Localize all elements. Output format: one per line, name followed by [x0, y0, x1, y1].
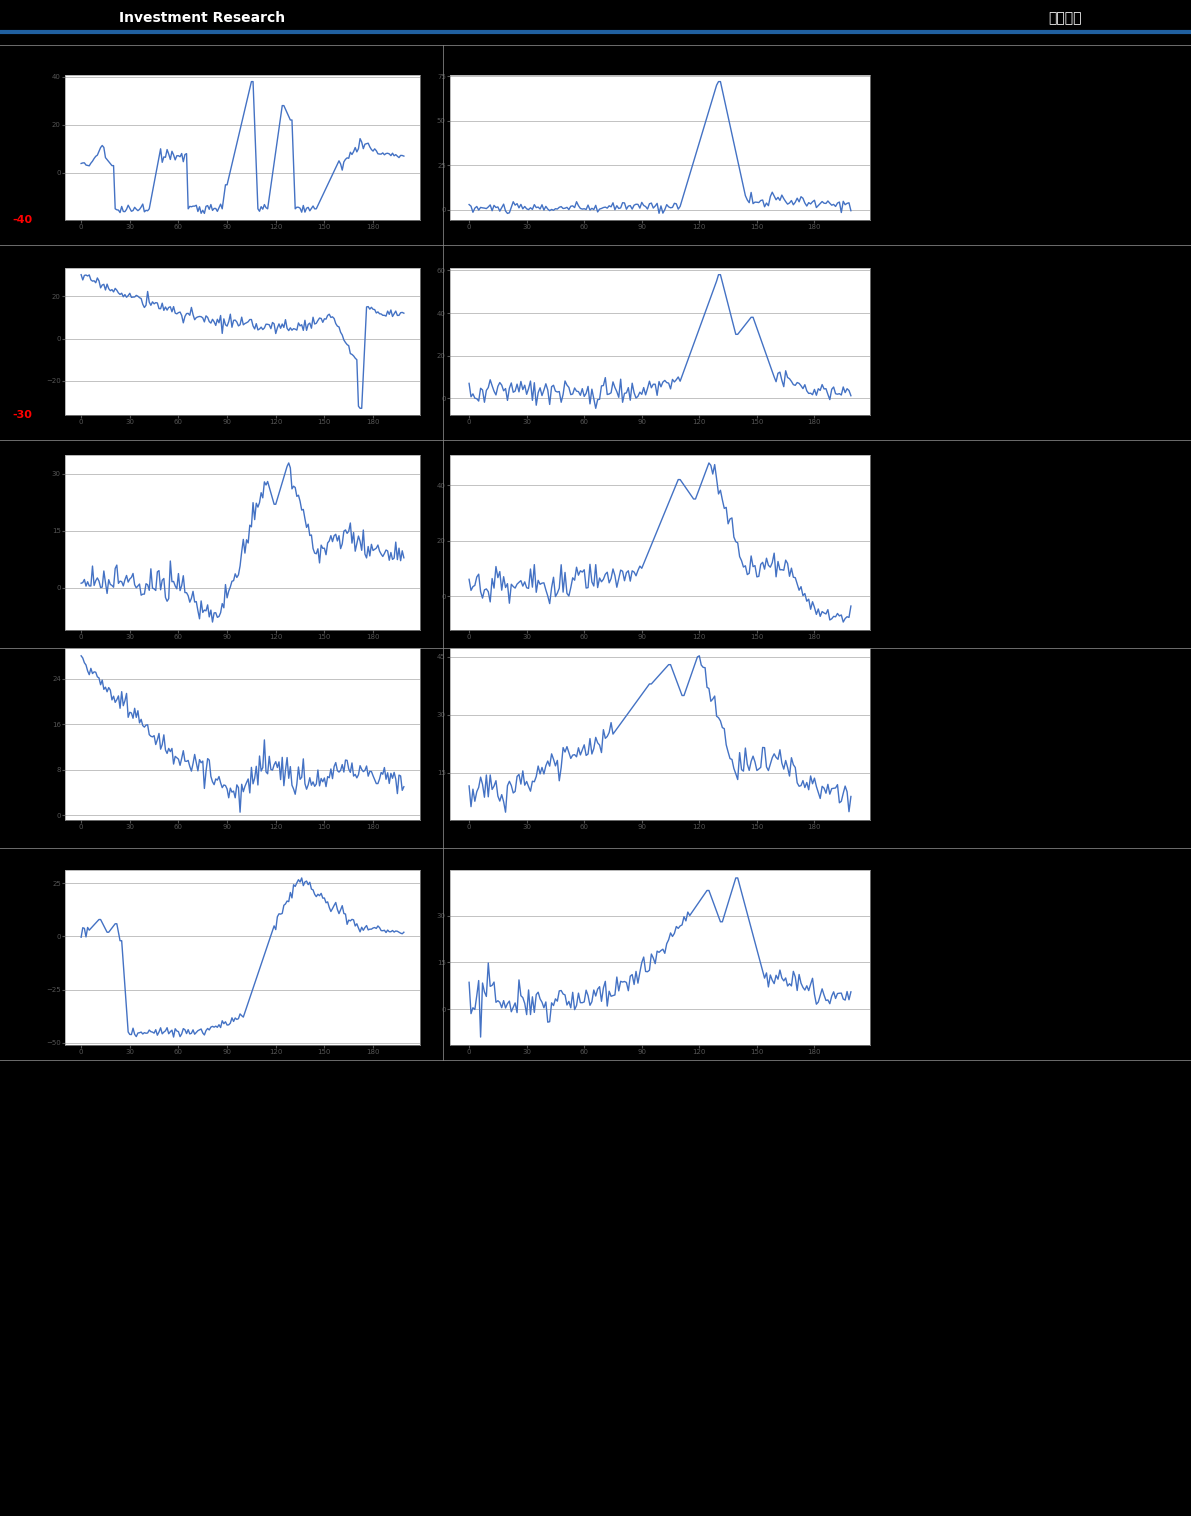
Text: -40: -40	[12, 215, 32, 224]
Text: 估值周報: 估值周報	[1048, 11, 1081, 24]
Text: Investment Research: Investment Research	[119, 11, 285, 24]
Text: -30: -30	[12, 409, 32, 420]
